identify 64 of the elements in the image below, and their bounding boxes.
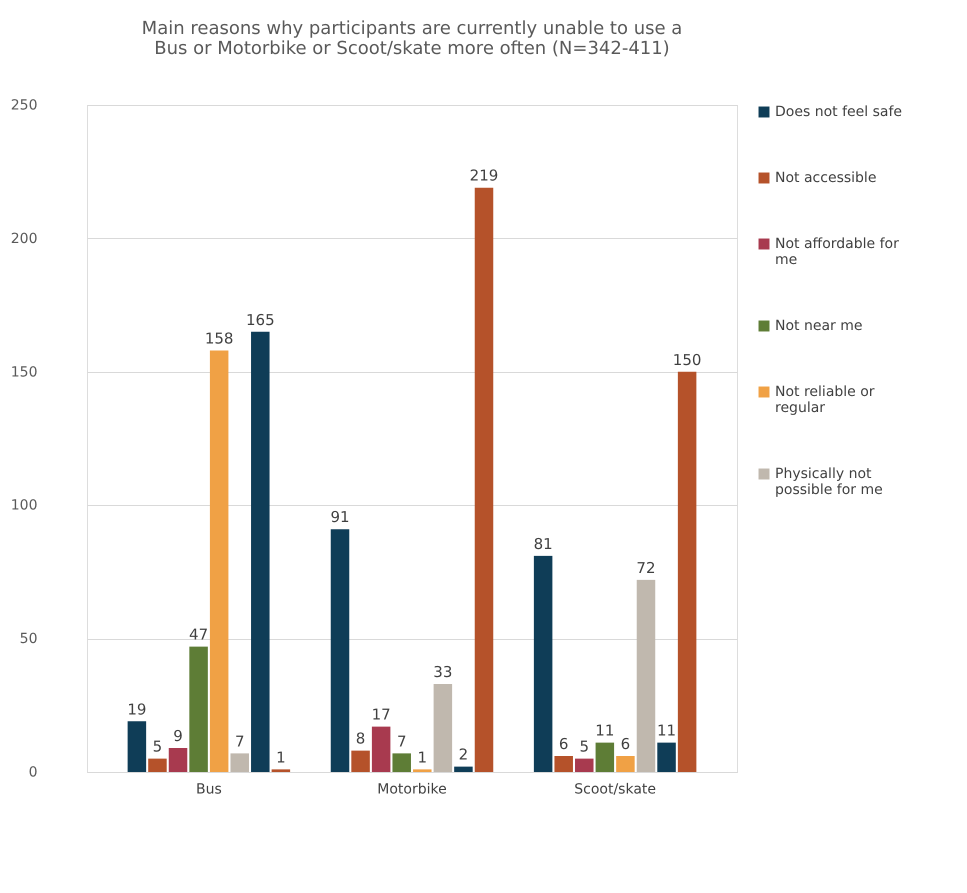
bar bbox=[330, 529, 350, 772]
bar bbox=[636, 580, 656, 772]
legend-label: Not near me bbox=[775, 318, 862, 334]
data-label: 81 bbox=[534, 534, 553, 553]
data-label: 8 bbox=[356, 730, 366, 748]
x-tick-label: Bus bbox=[196, 782, 222, 798]
legend-label: Does not feel safe bbox=[775, 104, 902, 120]
bar bbox=[474, 188, 494, 772]
bar bbox=[575, 758, 594, 772]
data-label: 150 bbox=[672, 350, 702, 369]
bar bbox=[657, 742, 676, 772]
y-tick-label: 50 bbox=[20, 631, 38, 648]
data-label: 1 bbox=[418, 748, 428, 766]
bar bbox=[128, 721, 146, 772]
data-label: 7 bbox=[234, 732, 245, 750]
bar bbox=[554, 756, 573, 772]
y-tick-label: 200 bbox=[10, 230, 38, 247]
bar bbox=[168, 748, 188, 772]
bar bbox=[616, 756, 635, 772]
data-label: 47 bbox=[189, 626, 208, 644]
data-label: 91 bbox=[330, 508, 350, 526]
bar bbox=[372, 726, 390, 772]
data-label: 5 bbox=[579, 738, 590, 756]
x-tick-label: Scoot/skate bbox=[574, 782, 656, 798]
bar bbox=[230, 753, 249, 772]
legend-label: Not affordable for me bbox=[775, 236, 900, 268]
y-tick-label: 0 bbox=[28, 764, 38, 780]
data-label: 72 bbox=[636, 558, 656, 577]
bar bbox=[148, 758, 167, 772]
bar bbox=[392, 753, 411, 772]
x-tick-label: Motorbike bbox=[377, 782, 447, 798]
bar bbox=[454, 766, 473, 772]
bar bbox=[351, 750, 370, 772]
y-tick-label: 250 bbox=[10, 98, 38, 114]
data-label: 17 bbox=[372, 706, 391, 724]
chart-title: Main reasons why participants are currently unable to use a Bus or Motorbike or Scoot/skate more often (N=342-411) bbox=[142, 18, 682, 59]
bar bbox=[434, 684, 452, 772]
data-label: 33 bbox=[433, 662, 452, 681]
data-label: 7 bbox=[396, 732, 406, 750]
bar bbox=[251, 332, 270, 772]
legend-label: Physically not possible for me bbox=[775, 466, 883, 498]
data-label: 1 bbox=[276, 748, 286, 766]
bar bbox=[189, 646, 208, 772]
bar bbox=[678, 372, 696, 772]
data-label: 6 bbox=[558, 734, 568, 753]
data-label: 11 bbox=[595, 722, 614, 740]
bar bbox=[534, 556, 552, 772]
data-label: 2 bbox=[458, 746, 468, 764]
data-label: 165 bbox=[246, 310, 275, 329]
y-tick-label: 150 bbox=[10, 364, 38, 380]
data-label: 5 bbox=[152, 738, 162, 756]
bar bbox=[210, 350, 228, 772]
data-label: 6 bbox=[620, 734, 630, 753]
legend-label: Not reliable or regular bbox=[775, 384, 875, 416]
legend-label: Not accessible bbox=[775, 170, 876, 186]
data-label: 11 bbox=[657, 722, 676, 740]
bar bbox=[596, 742, 614, 772]
data-label: 219 bbox=[470, 166, 498, 185]
data-label: 19 bbox=[127, 700, 146, 718]
data-label: 158 bbox=[204, 329, 234, 348]
y-tick-label: 100 bbox=[10, 498, 38, 514]
data-label: 9 bbox=[173, 726, 183, 745]
bar bbox=[413, 769, 432, 772]
bar bbox=[272, 769, 290, 772]
